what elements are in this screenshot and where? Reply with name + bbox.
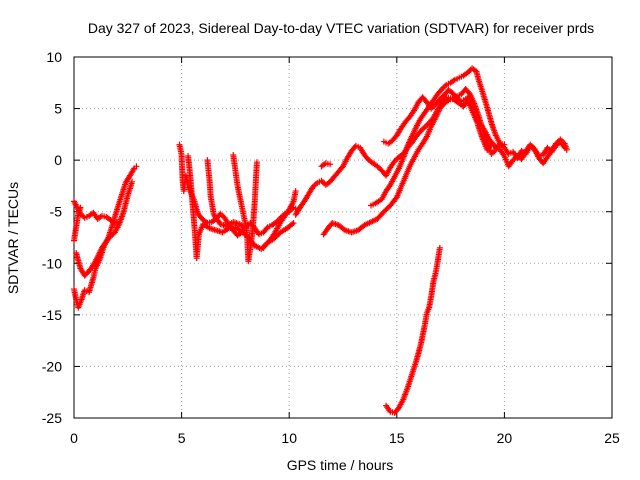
data-marker-path (230, 151, 260, 265)
grid (74, 57, 612, 418)
series-trace-o (383, 244, 443, 416)
series-trace-n (380, 87, 570, 170)
y-tick-label: 0 (54, 152, 62, 168)
series-trace-c (73, 178, 136, 279)
series-trace-g (204, 157, 250, 232)
data-marker-path (383, 244, 443, 416)
data-marker-path (318, 160, 334, 170)
y-tick-label: -10 (42, 255, 62, 271)
data-marker-path (380, 87, 570, 170)
y-axis-label: SDTVAR / TECUs (5, 182, 21, 294)
series-trace-d (71, 204, 84, 244)
y-tick-label: 5 (54, 101, 62, 117)
data-points (71, 65, 570, 416)
data-marker-path (73, 178, 136, 279)
y-tick-label: -20 (42, 358, 62, 374)
x-tick-label: 15 (389, 430, 405, 446)
x-tick-label: 10 (281, 430, 297, 446)
y-axis-tick-labels: -25 -20 -15 -10 -5 0 5 10 (42, 49, 62, 426)
x-tick-label: 0 (70, 430, 78, 446)
data-marker-path (260, 188, 299, 251)
y-tick-label: -15 (42, 307, 62, 323)
x-tick-label: 5 (178, 430, 186, 446)
chart-title: Day 327 of 2023, Sidereal Day-to-day VTE… (88, 20, 594, 36)
series-trace-h (230, 151, 260, 265)
data-marker-path (71, 204, 84, 244)
x-axis-tick-labels: 0 5 10 15 20 25 (70, 430, 620, 446)
series-trace-k (318, 160, 334, 170)
plot-frame (73, 56, 613, 419)
y-tick-label: -25 (42, 410, 62, 426)
data-marker-path (204, 157, 250, 232)
y-tick-label: -5 (50, 204, 63, 220)
x-tick-label: 25 (604, 430, 620, 446)
axis-ticks (73, 56, 613, 419)
series-trace-i (260, 188, 299, 251)
x-tick-label: 20 (497, 430, 513, 446)
x-axis-label: GPS time / hours (287, 457, 394, 473)
y-tick-label: 10 (46, 49, 62, 65)
